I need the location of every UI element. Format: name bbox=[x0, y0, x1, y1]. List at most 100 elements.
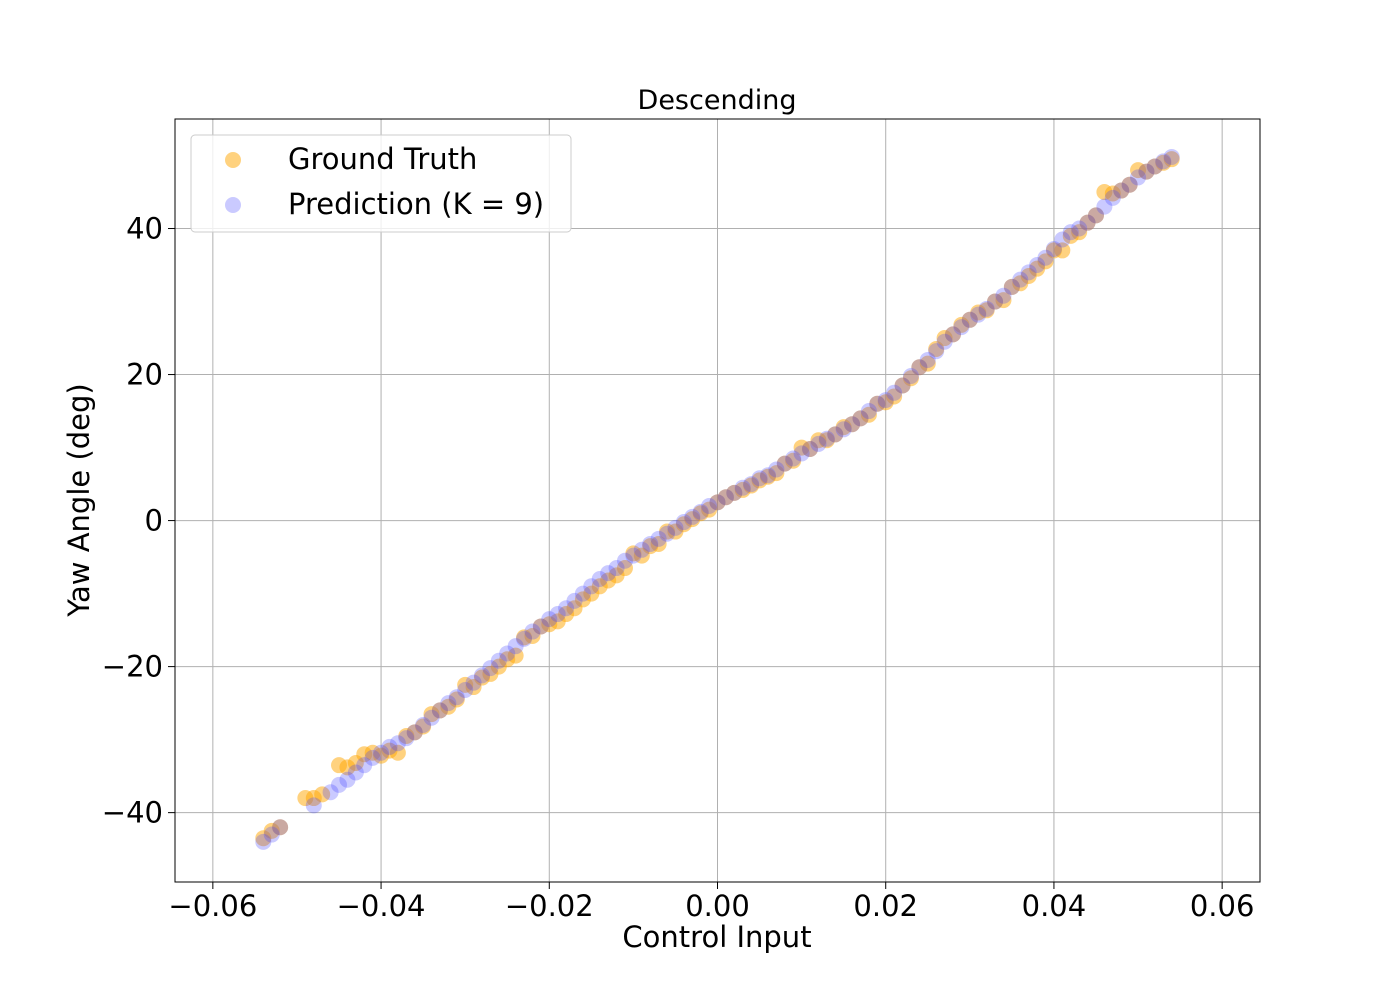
axis-ticks: −0.06 −0.04 −0.02 0.00 0.02 0.04 0.06 −40 −20 0 20… bbox=[102, 212, 1255, 923]
prediction-point bbox=[734, 479, 751, 496]
ground-truth-point bbox=[1054, 242, 1071, 259]
prediction-point bbox=[743, 476, 760, 493]
prediction-point bbox=[726, 484, 743, 501]
prediction-point bbox=[667, 519, 684, 536]
prediction-point bbox=[339, 771, 356, 788]
x-tick-label: −0.02 bbox=[505, 889, 594, 923]
legend-label-prediction: Prediction (K = 9) bbox=[288, 187, 544, 221]
prediction-point bbox=[978, 300, 995, 317]
prediction-point bbox=[566, 592, 583, 609]
prediction-point bbox=[987, 293, 1004, 310]
prediction-point bbox=[364, 749, 381, 766]
ground-truth-point bbox=[415, 718, 432, 735]
prediction-point bbox=[482, 660, 499, 677]
prediction-point bbox=[818, 430, 835, 447]
prediction-point bbox=[1029, 257, 1046, 274]
ground-truth-point bbox=[1163, 151, 1180, 168]
prediction-point bbox=[549, 606, 566, 623]
prediction-point bbox=[919, 351, 936, 368]
prediction-point bbox=[389, 735, 406, 752]
ground-truth-point bbox=[1121, 176, 1138, 193]
prediction-point bbox=[684, 508, 701, 525]
prediction-point bbox=[642, 535, 659, 552]
prediction-point bbox=[499, 645, 516, 662]
ground-truth-point bbox=[919, 355, 936, 372]
prediction-point bbox=[675, 514, 692, 531]
prediction-point bbox=[911, 359, 928, 376]
prediction-point bbox=[507, 638, 524, 655]
prediction-point bbox=[1138, 163, 1155, 180]
prediction-point bbox=[1012, 271, 1029, 288]
prediction-point bbox=[347, 764, 364, 781]
prediction-point bbox=[600, 565, 617, 582]
legend-box bbox=[190, 134, 572, 233]
prediction-point bbox=[263, 826, 280, 843]
prediction-point bbox=[356, 757, 373, 774]
x-tick-label: 0.06 bbox=[1190, 889, 1255, 923]
prediction-point bbox=[625, 547, 642, 564]
prediction-point bbox=[886, 384, 903, 401]
chart-title: Descending bbox=[638, 85, 797, 116]
grid-lines bbox=[175, 119, 1260, 882]
prediction-point bbox=[751, 470, 768, 487]
prediction-point bbox=[633, 541, 650, 558]
prediction-point bbox=[835, 421, 852, 438]
prediction-point bbox=[574, 585, 591, 602]
prediction-point bbox=[1062, 224, 1079, 241]
ground-truth-point bbox=[785, 452, 802, 469]
prediction-point bbox=[768, 461, 785, 478]
prediction-point bbox=[415, 717, 432, 734]
prediction-point bbox=[970, 306, 987, 323]
prediction-point bbox=[793, 445, 810, 462]
prediction-point bbox=[373, 744, 390, 761]
y-tick-label: 20 bbox=[126, 358, 163, 392]
series-1 bbox=[255, 148, 1180, 850]
prediction-point bbox=[1071, 220, 1088, 237]
prediction-point bbox=[1003, 278, 1020, 295]
x-tick-label: −0.06 bbox=[168, 889, 257, 923]
prediction-point bbox=[802, 441, 819, 458]
prediction-point bbox=[616, 552, 633, 569]
prediction-point bbox=[945, 326, 962, 343]
prediction-point bbox=[591, 570, 608, 587]
x-tick-label: −0.04 bbox=[337, 889, 426, 923]
prediction-point bbox=[608, 560, 625, 577]
ground-truth-point bbox=[995, 292, 1012, 309]
y-tick-label: −20 bbox=[102, 650, 163, 684]
prediction-point bbox=[650, 530, 667, 547]
prediction-point bbox=[541, 611, 558, 628]
legend-label-ground-truth: Ground Truth bbox=[288, 142, 477, 176]
prediction-point bbox=[953, 319, 970, 336]
prediction-point bbox=[844, 416, 861, 433]
prediction-point bbox=[1054, 231, 1071, 248]
prediction-point bbox=[381, 738, 398, 755]
prediction-point bbox=[701, 497, 718, 514]
prediction-point bbox=[448, 689, 465, 706]
prediction-point bbox=[1087, 207, 1104, 224]
ground-truth-point bbox=[860, 406, 877, 423]
prediction-point bbox=[1146, 158, 1163, 175]
prediction-point bbox=[894, 377, 911, 394]
prediction-point bbox=[709, 494, 726, 511]
prediction-point bbox=[928, 343, 945, 360]
series-0 bbox=[255, 151, 1180, 847]
prediction-point bbox=[1121, 176, 1138, 193]
data-points bbox=[255, 148, 1180, 850]
x-axis-label: Control Input bbox=[622, 920, 811, 954]
ground-truth-point bbox=[1087, 207, 1104, 224]
prediction-point bbox=[1096, 198, 1113, 215]
legend-marker-prediction bbox=[225, 197, 241, 213]
prediction-point bbox=[431, 702, 448, 719]
ground-truth-point bbox=[902, 370, 919, 387]
prediction-point bbox=[852, 410, 869, 427]
prediction-point bbox=[827, 426, 844, 443]
prediction-point bbox=[1045, 240, 1062, 257]
prediction-point bbox=[1104, 189, 1121, 206]
prediction-point bbox=[272, 819, 289, 836]
ground-truth-point bbox=[507, 647, 524, 664]
x-tick-label: 0.00 bbox=[685, 889, 750, 923]
prediction-point bbox=[490, 652, 507, 669]
prediction-point bbox=[785, 450, 802, 467]
ground-truth-point bbox=[389, 744, 406, 761]
